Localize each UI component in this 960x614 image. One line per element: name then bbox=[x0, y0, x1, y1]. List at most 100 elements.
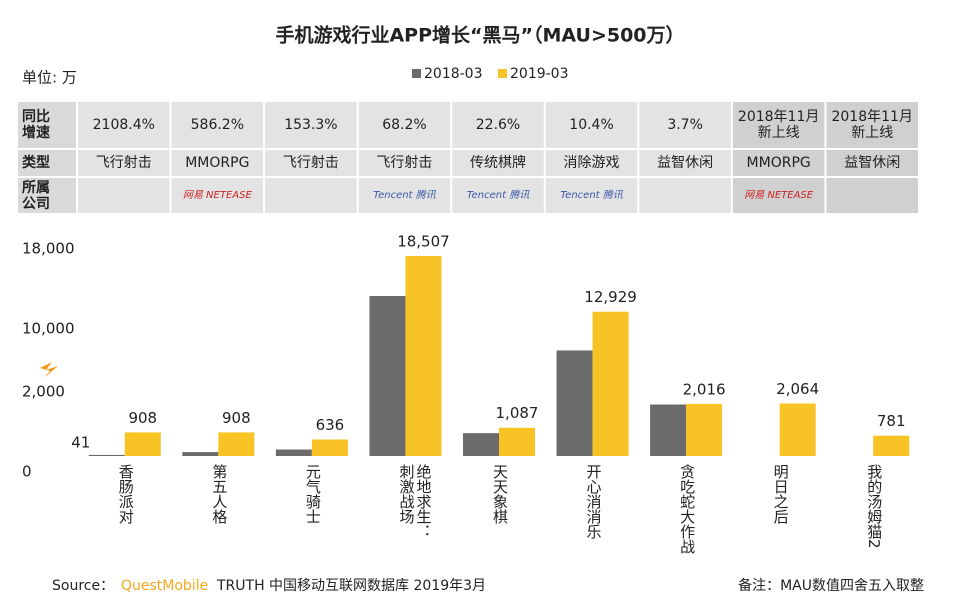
table-cell-bg bbox=[452, 178, 544, 213]
company-logo: 网易 NETEASE bbox=[744, 189, 814, 201]
table-cell: 飞行射击 bbox=[95, 155, 152, 171]
data-label: 41 bbox=[71, 433, 90, 451]
note: 备注：MAU数值四舍五入取整 bbox=[738, 577, 924, 594]
data-label: 18,507 bbox=[397, 232, 450, 250]
table-row-header: 类型 bbox=[22, 155, 50, 171]
table-cell-bg bbox=[826, 150, 918, 176]
bar bbox=[499, 427, 535, 456]
table-cell-bg bbox=[358, 178, 451, 213]
legend-swatch bbox=[498, 69, 507, 78]
x-tick-label: 明日之后 bbox=[771, 464, 790, 524]
table-cell-bg bbox=[358, 102, 451, 148]
data-label: 2,016 bbox=[683, 380, 726, 398]
bar bbox=[873, 435, 910, 456]
table-cell-bg bbox=[171, 150, 264, 176]
table-cell: 飞行射击 bbox=[282, 155, 339, 171]
table-cell: MMORPG bbox=[185, 155, 250, 171]
x-tick-label: 我的汤姆猫2 bbox=[865, 464, 884, 549]
bar bbox=[405, 255, 442, 456]
data-label: 781 bbox=[877, 412, 906, 430]
company-logo: Tencent 腾讯 bbox=[373, 189, 436, 201]
bar bbox=[779, 403, 816, 456]
table-cell: 2018年11月 新上线 bbox=[737, 109, 820, 141]
table-cell: 68.2% bbox=[382, 117, 427, 133]
company-logo: Tencent 腾讯 bbox=[560, 189, 623, 201]
table-cell: 586.2% bbox=[190, 117, 245, 133]
axis-break bbox=[40, 362, 58, 378]
legend-label: 2019-03 bbox=[510, 66, 569, 82]
table-cell-bg bbox=[265, 178, 357, 213]
bar bbox=[182, 452, 219, 456]
table-cell-bg bbox=[545, 178, 638, 213]
table-cell: 益智休闲 bbox=[844, 155, 901, 171]
table-cell: 益智休闲 bbox=[657, 155, 714, 171]
legend-swatch bbox=[412, 69, 421, 78]
source-prefix: Source： bbox=[52, 578, 114, 594]
table-cell-bg bbox=[265, 102, 357, 148]
table-header-bg bbox=[18, 150, 76, 176]
table-cell-bg bbox=[452, 150, 544, 176]
table-cell: MMORPG bbox=[746, 155, 811, 171]
table-cell-bg bbox=[545, 102, 638, 148]
table-cell: 2018年11月 新上线 bbox=[831, 109, 913, 141]
table-header-bg bbox=[18, 102, 76, 148]
company-logo: 网易 NETEASE bbox=[182, 189, 252, 201]
bar bbox=[275, 449, 312, 456]
data-label: 636 bbox=[316, 416, 345, 434]
table-cell-bg bbox=[639, 150, 731, 176]
table-cell-bg bbox=[639, 102, 731, 148]
data-label: 908 bbox=[222, 409, 251, 427]
table-cell-bg bbox=[78, 150, 170, 176]
y-tick-label: 0 bbox=[22, 463, 32, 481]
bar bbox=[463, 433, 499, 456]
data-label: 12,929 bbox=[584, 288, 637, 306]
bar bbox=[369, 296, 406, 456]
y-tick-label: 2,000 bbox=[22, 383, 65, 401]
table-cell-bg bbox=[545, 150, 638, 176]
legend-label: 2018-03 bbox=[424, 66, 483, 82]
table-cell-bg bbox=[78, 102, 170, 148]
table-cell-bg bbox=[732, 178, 825, 213]
x-tick-label: 天天象棋 bbox=[491, 464, 509, 524]
table-cell: 飞行射击 bbox=[376, 155, 433, 171]
data-label: 908 bbox=[128, 409, 157, 427]
table-row-header: 所属 公司 bbox=[22, 179, 50, 212]
table-cell-bg bbox=[732, 150, 825, 176]
x-tick-label: 元气骑士 bbox=[303, 464, 322, 524]
table-cell-bg bbox=[452, 102, 544, 148]
unit-label: 单位: 万 bbox=[22, 69, 77, 87]
x-tick-label: 开心消消乐 bbox=[584, 464, 603, 539]
bar bbox=[686, 403, 723, 456]
table-cell-bg bbox=[265, 150, 357, 176]
data-label: 1,087 bbox=[496, 404, 539, 422]
table-cell: 10.4% bbox=[569, 117, 614, 133]
table-header-bg bbox=[18, 178, 76, 213]
x-tick-label: 刺激战场 绝地求生： bbox=[397, 464, 433, 539]
table-cell: 153.3% bbox=[284, 117, 338, 133]
x-tick-label: 香肠派对 bbox=[116, 464, 135, 524]
bar bbox=[556, 350, 593, 456]
bar bbox=[124, 432, 161, 456]
x-tick-label: 贪吃蛇大作战 bbox=[678, 464, 697, 554]
y-tick-label: 18,000 bbox=[22, 240, 75, 258]
chart-title: 手机游戏行业APP增长“黑马”（MAU>500万） bbox=[275, 24, 684, 47]
x-tick-label: 第五人格 bbox=[210, 464, 229, 524]
bar bbox=[88, 454, 125, 456]
table-cell-bg bbox=[171, 102, 264, 148]
source-text: TRUTH 中国移动互联网数据库 2019年3月 bbox=[216, 578, 486, 594]
table-cell-bg bbox=[639, 178, 731, 213]
company-logo: Tencent 腾讯 bbox=[466, 189, 530, 201]
bar bbox=[311, 439, 348, 456]
data-label: 2,064 bbox=[776, 380, 819, 398]
table-cell-bg bbox=[78, 178, 170, 213]
table-cell-bg bbox=[826, 178, 918, 213]
table-cell: 3.7% bbox=[667, 117, 703, 133]
table-cell: 消除游戏 bbox=[563, 155, 620, 171]
table-cell: 传统棋牌 bbox=[469, 155, 526, 171]
source-brand: QuestMobile bbox=[121, 578, 208, 594]
bar bbox=[218, 432, 255, 456]
table-cell-bg bbox=[826, 102, 918, 148]
table-cell-bg bbox=[732, 102, 825, 148]
